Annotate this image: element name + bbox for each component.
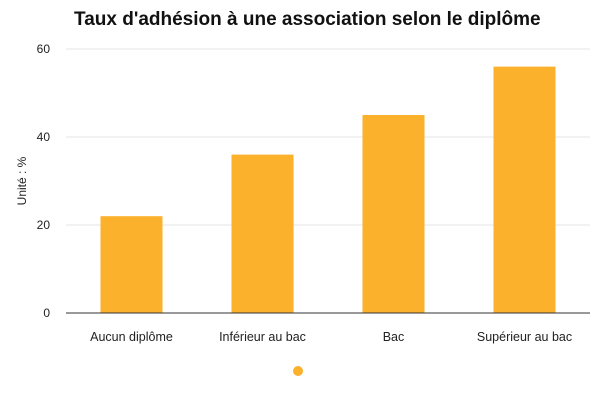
y-tick-label: 0 <box>43 306 50 320</box>
bar[interactable] <box>362 115 425 313</box>
x-tick-label: Bac <box>383 330 405 344</box>
bar[interactable] <box>231 154 294 313</box>
y-tick-label: 20 <box>37 218 51 232</box>
y-axis-title: Unité : % <box>15 156 29 205</box>
y-axis-ticks: 0 20 40 60 <box>37 42 51 320</box>
chart-title: Taux d'adhésion à une association selon … <box>74 9 541 30</box>
bar[interactable] <box>100 216 163 313</box>
x-tick-label: Supérieur au bac <box>477 330 572 344</box>
bars <box>100 66 556 313</box>
x-tick-label: Inférieur au bac <box>219 330 306 344</box>
x-axis-ticks: Aucun diplôme Inférieur au bac Bac Supérieu… <box>90 330 572 344</box>
bar[interactable] <box>493 66 556 313</box>
y-tick-label: 60 <box>37 42 51 56</box>
legend-marker[interactable] <box>293 366 303 376</box>
y-tick-label: 40 <box>37 130 51 144</box>
x-tick-label: Aucun diplôme <box>90 330 173 344</box>
